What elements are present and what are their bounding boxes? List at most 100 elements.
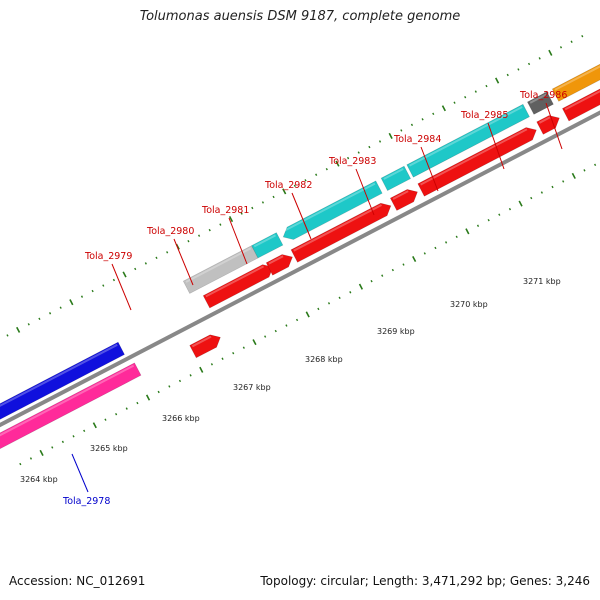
ruler-tick: [285, 324, 288, 327]
ruler-tick: [474, 90, 477, 93]
ruler-tick: [444, 241, 448, 244]
ruler-tick: [155, 256, 158, 260]
feature-red-5-highlight: [392, 190, 409, 200]
ruler-tick: [548, 49, 553, 56]
inner-dotted-ruler: [19, 163, 597, 466]
ruler-tick: [357, 151, 360, 154]
feature-red-1: [189, 334, 221, 359]
ruler-tick: [455, 235, 458, 239]
ruler-tick: [453, 101, 456, 104]
feature-tola-2985-highlight: [529, 93, 547, 104]
ruler-tick: [347, 156, 350, 160]
feature-tola-2986-highlight: [554, 65, 600, 91]
leader-line: [545, 102, 563, 150]
ruler-tick: [282, 188, 287, 195]
ruler-tick: [338, 296, 341, 300]
feature-tola-2981: [251, 232, 284, 259]
ruler-tick: [59, 306, 62, 309]
ruler-tick: [240, 212, 243, 215]
ruler-tick: [495, 77, 500, 84]
gene-label-tola-2979: Tola_2979: [84, 251, 132, 262]
ruler-tick: [252, 339, 257, 346]
kbp-label: 3271 kbp: [523, 277, 561, 286]
ruler-tick: [441, 105, 446, 112]
ruler-tick: [145, 394, 151, 401]
leader-line: [487, 122, 505, 170]
ruler-tick: [559, 46, 563, 49]
kbp-label: 3266 kbp: [162, 414, 200, 423]
feature-red-1-highlight: [191, 335, 212, 348]
gene-label-tola-2984: Tola_2984: [393, 134, 441, 145]
kbp-label: 3268 kbp: [305, 355, 343, 364]
ruler-tick: [562, 180, 565, 183]
gene-label-tola-2981: Tola_2981: [201, 205, 249, 216]
ruler-tick: [518, 200, 523, 207]
ruler-tick: [38, 317, 41, 321]
ruler-tick: [168, 385, 171, 388]
ruler-tick: [228, 216, 234, 223]
feature-track: [0, 63, 600, 450]
leader-line: [291, 192, 312, 240]
ruler-tick: [421, 118, 424, 121]
ruler-tick: [530, 196, 533, 200]
ruler-tick: [581, 34, 584, 38]
ruler-tick: [91, 289, 94, 293]
ruler-tick: [199, 366, 204, 373]
ruler-tick: [115, 412, 118, 416]
ruler-tick: [527, 62, 531, 66]
ruler-tick: [51, 446, 54, 449]
feature-red-7: [536, 115, 560, 135]
ruler-tick: [410, 123, 414, 127]
ruler-tick: [295, 318, 299, 322]
leader-line: [111, 263, 132, 311]
ruler-tick: [583, 169, 586, 172]
ruler-tick: [27, 323, 30, 326]
ruler-tick: [72, 435, 75, 438]
gene-labels: Tola_2978 Tola_2979 Tola_2980 Tola_2981 Tola…: [62, 90, 567, 507]
ruler-tick: [508, 207, 512, 211]
leader-line: [173, 238, 194, 286]
leader-line: [420, 146, 439, 192]
ruler-tick: [102, 284, 105, 287]
kbp-label: 3269 kbp: [377, 327, 415, 336]
ruler-tick: [358, 283, 364, 290]
feature-red-4-highlight: [293, 204, 382, 252]
ruler-tick: [178, 379, 182, 383]
feature-tola-2982-highlight: [282, 182, 376, 233]
ruler-tick: [293, 184, 296, 188]
ruler-tick: [571, 172, 576, 179]
ruler-tick: [465, 228, 470, 235]
ruler-tick: [157, 390, 160, 394]
kbp-label: 3265 kbp: [90, 444, 128, 453]
feature-tola-2981-highlight: [253, 234, 276, 248]
ruler-tick: [29, 457, 33, 460]
outer-dotted-ruler: [6, 34, 584, 337]
feature-tola-2983: [380, 165, 412, 192]
ruler-tick: [16, 326, 21, 333]
ruler-tick: [423, 252, 426, 255]
ruler-tick: [19, 462, 22, 466]
topology-text: Topology: circular; Length: 3,471,292 bp…: [260, 574, 590, 588]
ruler-tick: [540, 191, 543, 194]
kbp-label: 3267 kbp: [233, 383, 271, 392]
leader-line: [228, 217, 248, 265]
ruler-tick: [232, 351, 235, 355]
ruler-tick: [219, 223, 222, 226]
gene-label-tola-2982: Tola_2982: [264, 180, 312, 191]
feature-tola-2982: [282, 180, 383, 240]
ruler-tick: [570, 40, 573, 43]
ruler-tick: [370, 279, 373, 283]
ruler-tick: [434, 246, 437, 250]
gene-label-tola-2983: Tola_2983: [328, 156, 376, 167]
ruler-tick: [506, 73, 509, 77]
feature-red-6: [417, 127, 537, 197]
map-title: Tolumonas auensis DSM 9187, complete gen…: [139, 9, 461, 24]
feature-tola-2984: [406, 103, 530, 178]
backbone-line: [0, 110, 600, 428]
ruler-tick: [487, 219, 490, 222]
accession-text: Accession: NC_012691: [9, 574, 146, 588]
ruler-tick: [92, 422, 97, 429]
ruler-tick: [221, 357, 224, 360]
feature-red-7-highlight: [538, 116, 551, 124]
ruler-tick: [402, 263, 405, 266]
